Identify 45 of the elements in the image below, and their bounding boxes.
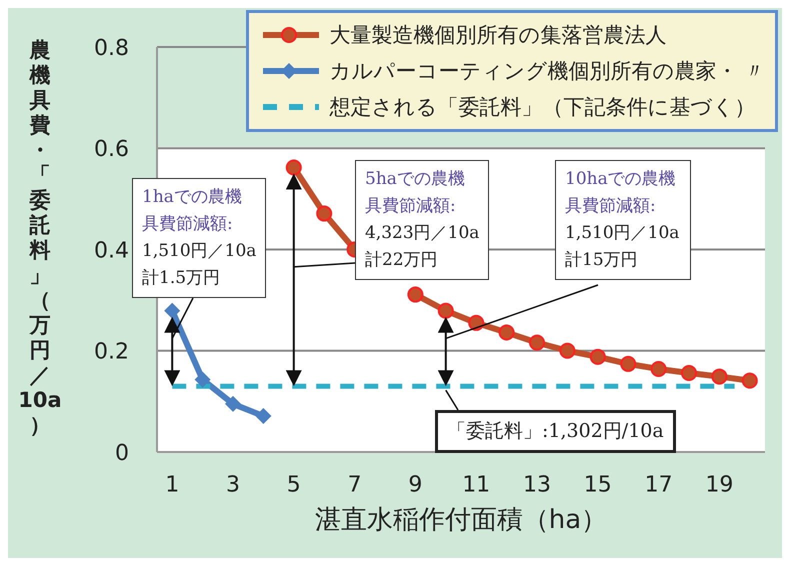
y-tick-label: 0.6: [94, 137, 129, 162]
annotation: 5haでの農機具費節減額: 4,323円／10a 計22万円: [365, 168, 480, 272]
point: [194, 372, 211, 388]
y-tick-label: 0: [115, 440, 129, 466]
x-tick-label: 5: [286, 472, 301, 498]
callout-box: 5haでの農機具費節減額: 4,323円／10a 計22万円: [355, 160, 490, 280]
legend-label: カルパーコーティング機個別所有の農家・ 〃: [329, 58, 765, 85]
point: [286, 159, 302, 176]
point: [711, 368, 728, 385]
x-tick-label: 11: [462, 472, 490, 498]
point: [255, 408, 272, 424]
y-tick-label: 0.2: [94, 340, 129, 365]
point: [742, 372, 758, 389]
y-tick-label: 0.4: [94, 238, 129, 264]
y-tick-label: 0.8: [94, 36, 129, 61]
x-tick-label: 13: [523, 472, 551, 498]
callout-box: 1haでの農機具費節減額: 1,510円／10a 計1.5万円: [132, 178, 266, 298]
point: [225, 396, 241, 412]
point: [620, 356, 636, 372]
x-tick-label: 15: [584, 472, 612, 498]
callout-box: 10haでの農機具費節減額: 1,510円／10a 計15万円: [555, 160, 691, 280]
annotation: 10haでの農機具費節減額: 1,510円／10a 計15万円: [565, 168, 680, 272]
point: [529, 334, 545, 351]
x-tick-label: 17: [644, 472, 673, 498]
x-tick-label: 19: [705, 472, 734, 498]
annotation: 1haでの農機具費節減額: 1,510円／10a 計1.5万円: [142, 186, 256, 290]
point: [316, 206, 332, 222]
x-axis-title: 湛直水稲作付面積（ha）: [314, 504, 608, 537]
x-tick-label: 7: [348, 472, 362, 498]
legend-label: 大量製造機個別所有の集落営農法人: [329, 22, 666, 49]
point: [438, 302, 454, 319]
x-tick-label: 3: [226, 472, 240, 498]
x-tick-label: 9: [408, 472, 422, 498]
annotation: 「委託料」:1,302円/10a: [447, 419, 664, 444]
point: [590, 348, 606, 365]
point: [498, 324, 515, 341]
callout-box: 「委託料」:1,302円/10a: [435, 410, 676, 453]
point: [681, 365, 697, 382]
point: [559, 342, 576, 359]
text: 農機具費・「委託料」（万円／10a）: [18, 38, 62, 437]
point: [650, 360, 667, 377]
legend-label: 想定される「委託料」（下記条件に基づく）: [329, 94, 756, 121]
x-tick-label: 1: [165, 472, 180, 498]
point: [164, 302, 180, 319]
point: [407, 286, 424, 303]
